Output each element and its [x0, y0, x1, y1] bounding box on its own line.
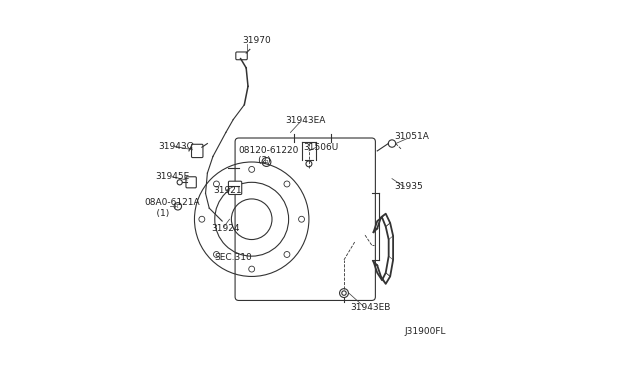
Text: 31051A: 31051A: [394, 132, 429, 141]
FancyBboxPatch shape: [186, 177, 196, 188]
Text: 31970: 31970: [243, 36, 271, 45]
Text: 31943EB: 31943EB: [350, 302, 390, 312]
Text: SEC.310: SEC.310: [215, 253, 253, 263]
FancyBboxPatch shape: [236, 52, 247, 60]
FancyBboxPatch shape: [191, 144, 203, 158]
Text: 31945E: 31945E: [155, 172, 189, 181]
Text: 31943C: 31943C: [159, 142, 193, 151]
Text: R: R: [264, 160, 268, 164]
Text: 08120-61220
       (2): 08120-61220 (2): [238, 146, 298, 166]
Text: 31935: 31935: [394, 182, 422, 191]
Text: 31943EA: 31943EA: [285, 116, 325, 125]
Text: 31506U: 31506U: [303, 143, 339, 152]
Text: 31924: 31924: [211, 224, 239, 233]
Text: J31900FL: J31900FL: [405, 327, 447, 336]
FancyBboxPatch shape: [228, 181, 242, 195]
Text: 31921: 31921: [213, 186, 241, 195]
Text: R: R: [174, 204, 178, 209]
Text: 08A0-6121A
    (1): 08A0-6121A (1): [145, 198, 200, 218]
